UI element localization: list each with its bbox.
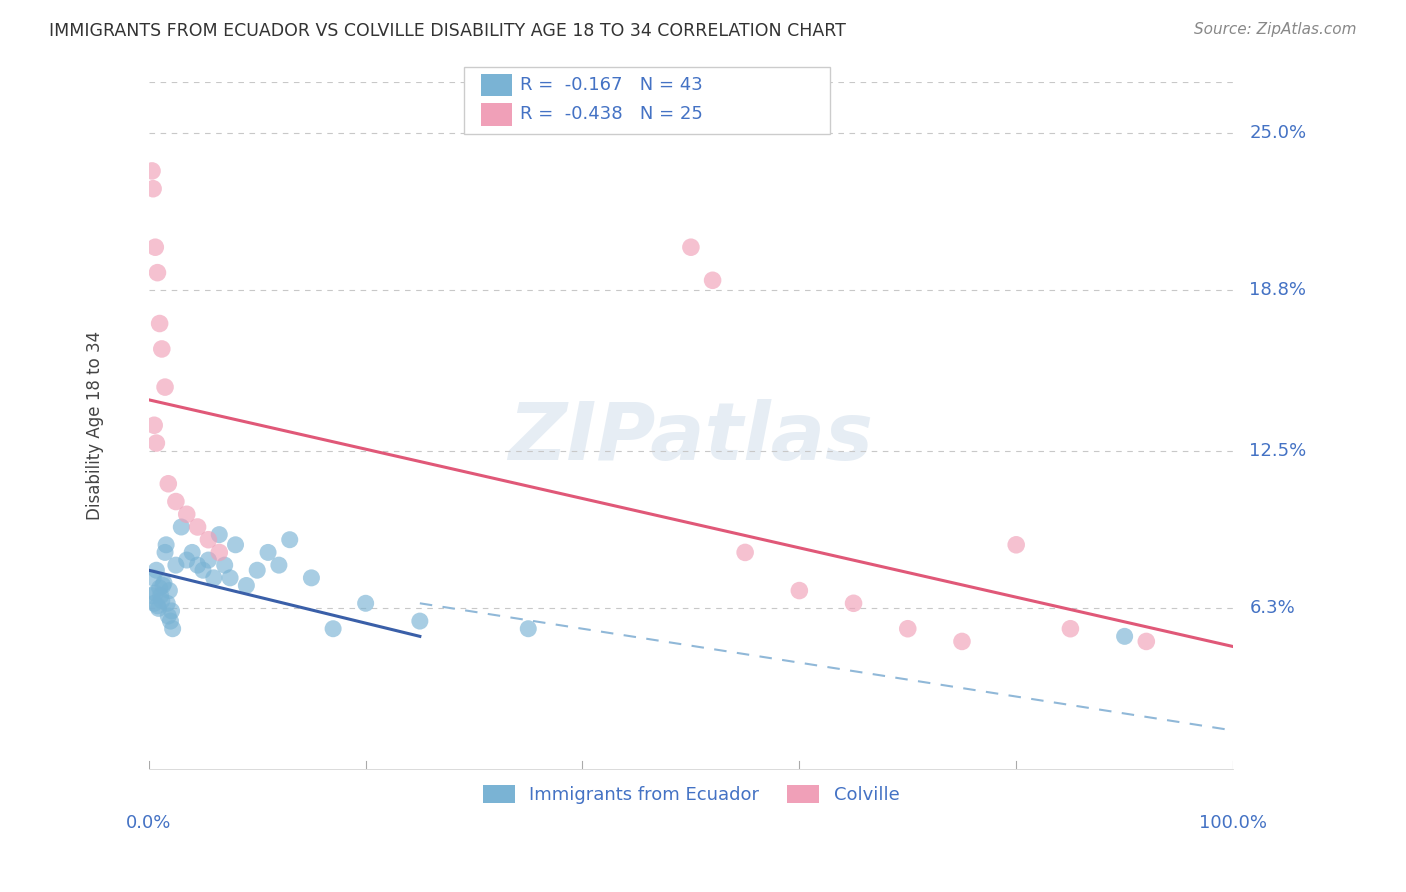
Point bbox=[187, 558, 209, 573]
Point bbox=[225, 538, 247, 552]
Point bbox=[143, 586, 166, 600]
Point bbox=[702, 273, 724, 287]
Point bbox=[278, 533, 301, 547]
Point bbox=[165, 494, 187, 508]
Point bbox=[197, 533, 219, 547]
Point bbox=[148, 601, 170, 615]
Point bbox=[143, 418, 166, 433]
Point bbox=[153, 576, 176, 591]
Point bbox=[517, 622, 540, 636]
Point bbox=[141, 164, 163, 178]
Point bbox=[146, 266, 169, 280]
Point bbox=[159, 614, 181, 628]
Text: 100.0%: 100.0% bbox=[1199, 814, 1267, 832]
Point bbox=[219, 571, 242, 585]
Point bbox=[143, 596, 166, 610]
Point bbox=[170, 520, 193, 534]
Point bbox=[155, 538, 177, 552]
Point bbox=[162, 622, 184, 636]
Point bbox=[897, 622, 920, 636]
Point bbox=[160, 604, 183, 618]
Point bbox=[142, 571, 165, 585]
Point bbox=[150, 342, 173, 356]
Text: Disability Age 18 to 34: Disability Age 18 to 34 bbox=[86, 331, 104, 520]
Point bbox=[214, 558, 236, 573]
Point bbox=[152, 578, 174, 592]
Point bbox=[176, 553, 198, 567]
Point bbox=[145, 436, 167, 450]
Point bbox=[149, 581, 172, 595]
Point bbox=[1114, 629, 1136, 643]
Text: R =  -0.438   N = 25: R = -0.438 N = 25 bbox=[520, 105, 703, 123]
Text: 18.8%: 18.8% bbox=[1250, 282, 1306, 300]
Point bbox=[141, 589, 163, 603]
Point bbox=[165, 558, 187, 573]
Point bbox=[202, 571, 225, 585]
Point bbox=[143, 240, 166, 254]
Point bbox=[842, 596, 865, 610]
Point bbox=[734, 545, 756, 559]
Point bbox=[299, 571, 322, 585]
Point bbox=[267, 558, 290, 573]
Point bbox=[1059, 622, 1081, 636]
Text: 25.0%: 25.0% bbox=[1250, 124, 1306, 142]
Point bbox=[197, 553, 219, 567]
Point bbox=[146, 599, 169, 613]
Point bbox=[208, 545, 231, 559]
Text: 0.0%: 0.0% bbox=[127, 814, 172, 832]
Point bbox=[409, 614, 432, 628]
Point bbox=[208, 527, 231, 541]
Text: 6.3%: 6.3% bbox=[1250, 599, 1295, 617]
Point bbox=[354, 596, 377, 610]
Point bbox=[322, 622, 344, 636]
Point bbox=[181, 545, 204, 559]
Point bbox=[1005, 538, 1028, 552]
Text: ZIPatlas: ZIPatlas bbox=[509, 399, 873, 477]
Point bbox=[789, 583, 811, 598]
Point bbox=[191, 563, 214, 577]
Point bbox=[246, 563, 269, 577]
Point bbox=[157, 476, 180, 491]
Text: 12.5%: 12.5% bbox=[1250, 442, 1306, 459]
Point bbox=[257, 545, 280, 559]
Point bbox=[142, 182, 165, 196]
Point bbox=[950, 634, 973, 648]
Point bbox=[156, 596, 179, 610]
Text: Source: ZipAtlas.com: Source: ZipAtlas.com bbox=[1194, 22, 1357, 37]
Text: IMMIGRANTS FROM ECUADOR VS COLVILLE DISABILITY AGE 18 TO 34 CORRELATION CHART: IMMIGRANTS FROM ECUADOR VS COLVILLE DISA… bbox=[49, 22, 846, 40]
Point bbox=[187, 520, 209, 534]
Point bbox=[679, 240, 702, 254]
Point bbox=[157, 583, 180, 598]
Point bbox=[153, 545, 176, 559]
Point bbox=[235, 578, 257, 592]
Point bbox=[145, 563, 167, 577]
Point bbox=[149, 317, 172, 331]
Point bbox=[149, 589, 172, 603]
Point bbox=[176, 508, 198, 522]
Text: R =  -0.167   N = 43: R = -0.167 N = 43 bbox=[520, 76, 703, 94]
Point bbox=[150, 593, 173, 607]
Point bbox=[1135, 634, 1157, 648]
Point bbox=[153, 380, 176, 394]
Point bbox=[157, 609, 180, 624]
Legend: Immigrants from Ecuador, Colville: Immigrants from Ecuador, Colville bbox=[475, 777, 907, 811]
